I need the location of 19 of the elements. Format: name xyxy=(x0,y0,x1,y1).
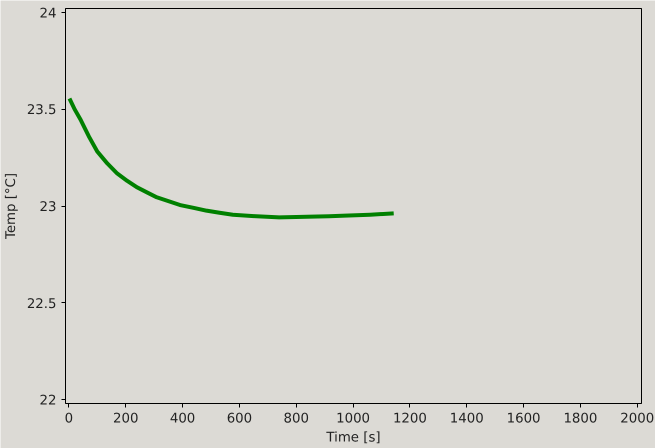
y-axis-title: Temp [°C] xyxy=(4,172,19,240)
x-tick-label: 1200 xyxy=(392,412,427,426)
x-tick-label: 600 xyxy=(226,412,252,426)
x-tick-label: 1400 xyxy=(450,412,484,426)
y-tick-label: 24 xyxy=(40,6,57,22)
x-tick-label: 800 xyxy=(284,412,309,426)
x-tick-label: 0 xyxy=(64,412,74,426)
x-axis-title: Time [s] xyxy=(325,430,381,446)
line-series xyxy=(67,96,396,220)
x-tick-label: 1800 xyxy=(563,412,598,426)
x-tick-label: 200 xyxy=(113,412,138,426)
y-tick-label: 23 xyxy=(40,200,57,215)
x-tick-label: 1600 xyxy=(506,412,541,426)
x-tick-label: 2000 xyxy=(620,412,654,426)
x-tick-label: 400 xyxy=(170,412,196,426)
y-tick-label: 22.5 xyxy=(26,296,57,312)
y-tick-label: 23.5 xyxy=(26,103,57,118)
x-tick-label: 1000 xyxy=(336,412,370,426)
y-tick-label: 22 xyxy=(40,394,57,409)
